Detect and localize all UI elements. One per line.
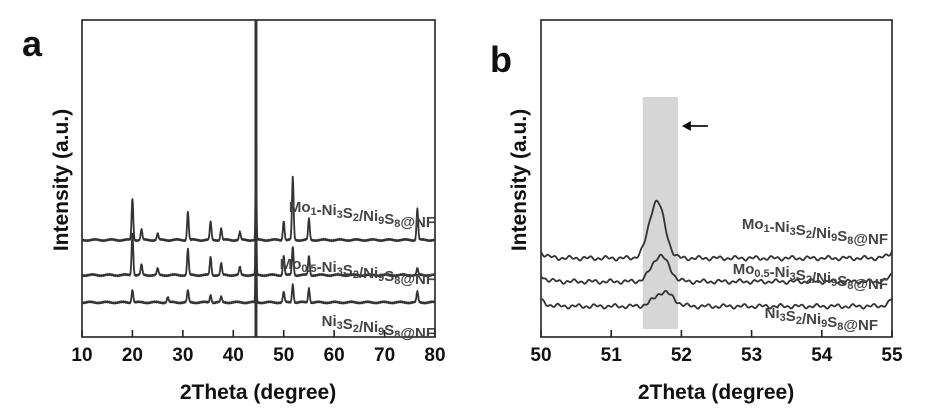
panel-a-x-tick-label-50: 50 xyxy=(273,345,294,366)
panel-b-x-tick-label-51: 51 xyxy=(601,345,623,366)
panel-a-trace-ni3s2-ni9s8-nf xyxy=(82,198,435,303)
panel-a-letter: a xyxy=(22,23,43,64)
panel-a-x-tick-label-70: 70 xyxy=(374,345,395,366)
panel-b-label-mo1-ni3s2-ni9s8-nf: Mo1-Ni3S2/Ni9S8@NF xyxy=(742,216,888,248)
panel-a-x-tick-label-40: 40 xyxy=(223,345,244,366)
panel-b-x-tick-label-52: 52 xyxy=(671,345,692,366)
panel-a-x-tick-label-10: 10 xyxy=(71,345,92,366)
panel-a: a 10 20 30 40 50 60 70 80 Mo1-Ni3S2/Ni9S8@NF Mo0… xyxy=(22,20,446,404)
panel-b-series-labels: Mo1-Ni3S2/Ni9S8@NF Mo0.5-Ni3S2/Ni9S8@NF Ni… xyxy=(733,216,888,334)
panel-b-x-axis-title: 2Theta (degree) xyxy=(638,381,794,404)
panel-a-x-tick-labels: 10 20 30 40 50 60 70 80 xyxy=(71,345,445,366)
panel-b-x-tick-label-54: 54 xyxy=(811,345,833,366)
panel-b-traces xyxy=(541,201,892,309)
panel-a-label-mo0-5-ni3s2-ni9s8-nf: Mo0.5-Ni3S2/Ni9S8@NF xyxy=(280,256,435,288)
panel-a-traces xyxy=(82,20,435,337)
panel-b-letter: b xyxy=(490,39,512,80)
panel-a-x-tick-label-20: 20 xyxy=(122,345,143,366)
panel-b-label-mo0-5-ni3s2-ni9s8-nf: Mo0.5-Ni3S2/Ni9S8@NF xyxy=(733,261,888,293)
panel-a-x-axis-title: 2Theta (degree) xyxy=(180,381,336,404)
panel-b-x-tick-label-50: 50 xyxy=(530,345,551,366)
panel-a-label-mo1-ni3s2-ni9s8-nf: Mo1-Ni3S2/Ni9S8@NF xyxy=(289,199,435,231)
panel-a-x-tick-label-60: 60 xyxy=(324,345,345,366)
panel-b-x-tick-label-55: 55 xyxy=(881,345,903,366)
panel-a-plot-frame xyxy=(82,20,435,337)
panel-a-x-tick-label-80: 80 xyxy=(424,345,445,366)
panel-b-peak-shift-arrow xyxy=(682,121,708,131)
panel-b-y-axis-title: Intensity (a.u.) xyxy=(508,109,531,251)
panel-b-x-tick-labels: 50 51 52 53 54 55 xyxy=(530,345,903,366)
panel-a-series-labels: Mo1-Ni3S2/Ni9S8@NFMo0.5-Ni3S2/Ni9S8@NFNi… xyxy=(280,199,435,342)
panel-b-x-tick-label-53: 53 xyxy=(741,345,762,366)
panel-b-arrow-head xyxy=(682,121,691,131)
panel-a-x-tick-label-30: 30 xyxy=(172,345,193,366)
panel-b-label-ni3s2-ni9s8-nf: Ni3S2/Ni9S8@NF xyxy=(765,305,878,334)
panel-a-y-axis-title: Intensity (a.u.) xyxy=(50,109,73,251)
panel-b: b 50 51 52 53 54 55 Mo1-Ni3S2/Ni9S8@NF Mo0.5-N… xyxy=(490,20,903,404)
panel-b-trace-ni3s2-ni9s8-nf xyxy=(541,291,892,309)
